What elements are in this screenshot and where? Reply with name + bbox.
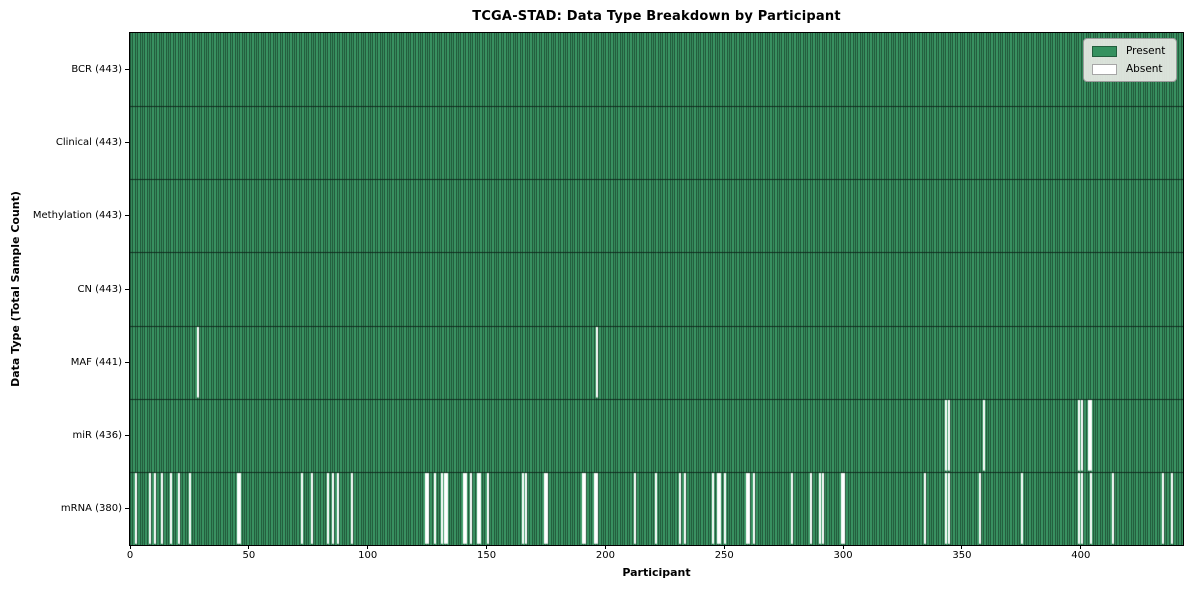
y-tick-label-Methylation: Methylation (443) (32, 210, 122, 222)
x-tick-mark (842, 545, 844, 549)
y-tick-label-CN: CN (443) (77, 283, 122, 295)
legend-item-absent: Absent (1092, 63, 1165, 75)
absent-swatch (1092, 63, 1117, 75)
y-tick-label-BCR: BCR (443) (71, 64, 122, 76)
x-tick-mark (486, 545, 488, 549)
x-tick-label-0: 0 (126, 550, 134, 561)
x-tick-mark (129, 545, 131, 549)
y-tick-mark (125, 434, 129, 436)
legend: Present Absent (1083, 38, 1178, 82)
x-tick-mark (723, 545, 725, 549)
x-tick-label-150: 150 (476, 550, 497, 561)
x-tick-mark (367, 545, 369, 549)
legend-item-present: Present (1092, 45, 1165, 57)
legend-label-present: Present (1126, 45, 1166, 57)
y-tick-mark (125, 288, 129, 290)
y-tick-mark (125, 361, 129, 363)
chart-title: TCGA-STAD: Data Type Breakdown by Partic… (472, 9, 841, 24)
plot-area (129, 32, 1184, 546)
x-tick-mark (248, 545, 250, 549)
plot-canvas (130, 33, 1183, 545)
y-tick-label-miR: miR (436) (72, 429, 122, 441)
x-tick-mark (604, 545, 606, 549)
x-tick-label-300: 300 (833, 550, 853, 561)
legend-label-absent: Absent (1126, 63, 1163, 75)
x-tick-label-200: 200 (595, 550, 615, 561)
y-tick-label-Clinical: Clinical (443) (55, 137, 122, 149)
x-tick-label-50: 50 (242, 550, 256, 561)
y-tick-mark (125, 142, 129, 144)
x-tick-label-100: 100 (358, 550, 378, 561)
x-tick-label-350: 350 (952, 550, 972, 561)
x-tick-mark (961, 545, 963, 549)
x-tick-label-250: 250 (714, 550, 734, 561)
x-axis-label: Participant (622, 566, 691, 579)
present-swatch (1092, 45, 1117, 57)
y-tick-label-mRNA: mRNA (380) (60, 502, 122, 514)
x-tick-label-400: 400 (1071, 550, 1091, 561)
y-tick-mark (125, 507, 129, 509)
y-tick-label-MAF: MAF (441) (70, 356, 122, 368)
y-tick-mark (125, 215, 129, 217)
x-tick-mark (1080, 545, 1082, 549)
y-tick-mark (125, 69, 129, 71)
